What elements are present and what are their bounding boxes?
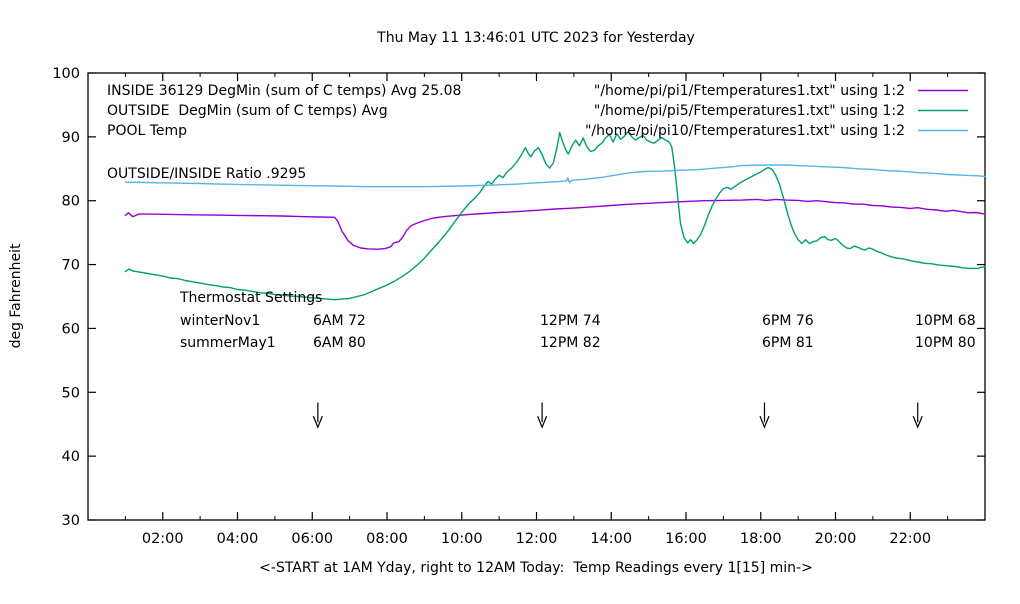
arrow-head [912, 415, 923, 429]
x-tick-label: 08:00 [366, 531, 408, 547]
y-tick-label: 60 [62, 321, 80, 337]
x-tick-label: 04:00 [217, 531, 259, 547]
y-tick-label: 30 [62, 513, 80, 529]
series-label-outside: OUTSIDE DegMin (sum of C temps) Avg [107, 103, 388, 119]
x-tick-label: 10:00 [441, 531, 483, 547]
series-line-inside [124, 198, 986, 250]
series-line-outside [124, 130, 986, 301]
schedule-arrow [759, 402, 770, 429]
series-lines [124, 130, 986, 301]
thermostat-cell: 6AM 72 [313, 313, 366, 329]
schedule-arrows [312, 402, 923, 429]
thermostat-row: winterNov1 6AM 72 12PM 74 6PM 76 10PM 68 [180, 313, 976, 329]
thermostat-settings-title: Thermostat Settings [179, 290, 322, 306]
thermostat-cell: 6AM 80 [313, 335, 366, 351]
x-axis-label: <-START at 1AM Yday, right to 12AM Today… [259, 560, 813, 576]
y-tick-label: 70 [62, 258, 80, 274]
thermostat-cell: 10PM 80 [915, 335, 976, 351]
arrow-head [312, 415, 323, 429]
y-tick-label: 40 [62, 449, 80, 465]
y-tick-label: 100 [52, 66, 80, 82]
thermostat-cell: 10PM 68 [915, 313, 976, 329]
series-label-pool: POOL Temp [107, 123, 187, 139]
x-tick-label: 16:00 [665, 531, 707, 547]
y-tick-label: 90 [62, 130, 80, 146]
y-tick-label: 50 [62, 385, 80, 401]
x-tick-label: 12:00 [516, 531, 558, 547]
schedule-arrow [312, 402, 323, 429]
arrow-head [537, 415, 548, 429]
y-axis-label: deg Fahrenheit [8, 243, 24, 348]
x-tick-label: 20:00 [815, 531, 857, 547]
legend-entry-pool: "/home/pi/pi10/Ftemperatures1.txt" using… [585, 123, 905, 139]
legend-entry-inside: "/home/pi/pi1/Ftemperatures1.txt" using … [594, 83, 905, 99]
thermostat-cell: 12PM 82 [540, 335, 601, 351]
series-line-pool [124, 164, 986, 188]
thermostat-cell: 6PM 81 [762, 335, 814, 351]
thermostat-cell: 12PM 74 [540, 313, 601, 329]
chart-title: Thu May 11 13:46:01 UTC 2023 for Yesterd… [376, 30, 695, 46]
ratio-annotation: OUTSIDE/INSIDE Ratio .9295 [107, 166, 306, 182]
thermostat-row-label: summerMay1 [180, 335, 276, 351]
thermostat-settings-table: winterNov1 6AM 72 12PM 74 6PM 76 10PM 68 summ… [180, 313, 976, 351]
schedule-arrow [537, 402, 548, 429]
x-tick-label: 14:00 [590, 531, 632, 547]
x-tick-label: 06:00 [291, 531, 333, 547]
thermostat-cell: 6PM 76 [762, 313, 814, 329]
legend: INSIDE 36129 DegMin (sum of C temps) Avg… [107, 83, 968, 139]
schedule-arrow [912, 402, 923, 429]
x-tick-label: 22:00 [889, 531, 931, 547]
thermostat-row-label: winterNov1 [180, 313, 260, 329]
x-tick-label: 02:00 [142, 531, 184, 547]
thermostat-row: summerMay1 6AM 80 12PM 82 6PM 81 10PM 80 [180, 335, 976, 351]
y-tick-label: 80 [62, 194, 80, 210]
legend-entry-outside: "/home/pi/pi5/Ftemperatures1.txt" using … [594, 103, 905, 119]
axes: 02:00 04:00 06:00 08:00 10:00 12:00 14:00 16:00… [52, 66, 986, 547]
series-label-inside: INSIDE 36129 DegMin (sum of C temps) Avg… [107, 83, 461, 99]
arrow-head [759, 415, 770, 429]
x-tick-label: 18:00 [740, 531, 782, 547]
